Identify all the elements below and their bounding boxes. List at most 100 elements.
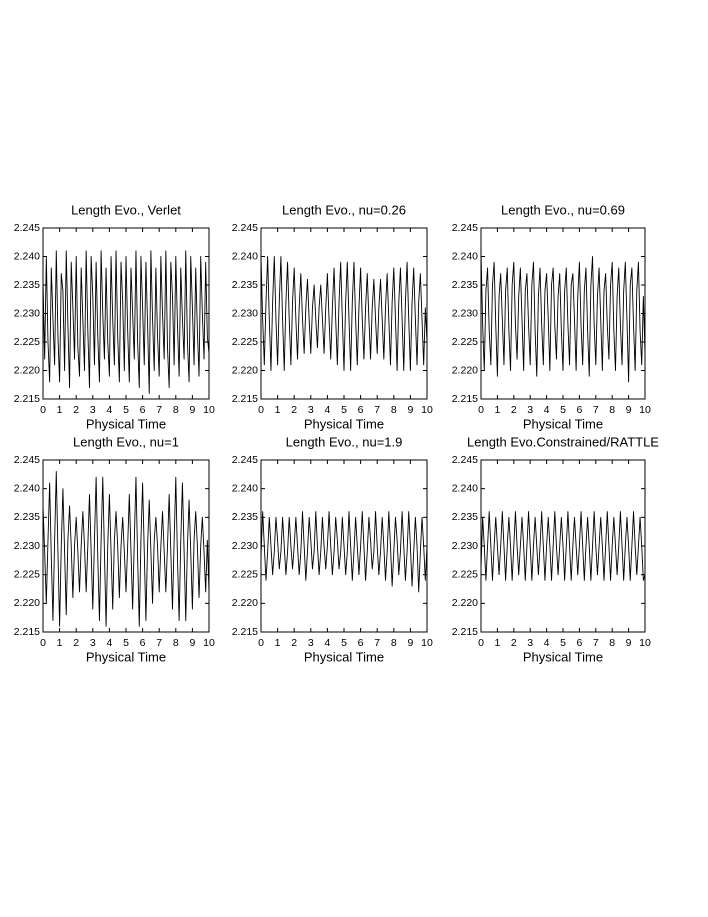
y-tick-label: 2.220 bbox=[452, 364, 478, 376]
x-tick-label: 4 bbox=[544, 637, 550, 649]
x-tick-label: 1 bbox=[275, 637, 281, 649]
x-tick-label: 2 bbox=[511, 637, 517, 649]
x-tick-label: 9 bbox=[189, 404, 195, 416]
y-tick-label: 2.240 bbox=[232, 482, 258, 494]
data-line bbox=[480, 250, 646, 383]
x-tick-label: 7 bbox=[593, 404, 599, 416]
x-tick-label: 6 bbox=[358, 637, 364, 649]
x-tick-label: 2 bbox=[511, 404, 517, 416]
y-tick-label: 2.235 bbox=[232, 511, 258, 523]
y-tick-label: 2.225 bbox=[232, 336, 258, 348]
x-tick-label: 7 bbox=[593, 637, 599, 649]
data-line bbox=[260, 256, 428, 371]
x-tick-label: 3 bbox=[90, 637, 96, 649]
y-tick-label: 2.230 bbox=[232, 540, 258, 552]
chart-title: Length Evo., nu=0.69 bbox=[501, 202, 625, 217]
x-tick-label: 5 bbox=[560, 404, 566, 416]
y-tick-label: 2.215 bbox=[452, 393, 478, 405]
y-tick-label: 2.245 bbox=[14, 454, 40, 466]
y-tick-label: 2.220 bbox=[14, 364, 40, 376]
data-line bbox=[260, 511, 428, 593]
x-tick-label: 3 bbox=[527, 637, 533, 649]
y-tick-label: 2.215 bbox=[452, 626, 478, 638]
x-tick-label: 4 bbox=[324, 404, 330, 416]
x-tick-label: 3 bbox=[90, 404, 96, 416]
y-tick-label: 2.215 bbox=[232, 393, 258, 405]
x-tick-label: 8 bbox=[609, 404, 615, 416]
x-tick-label: 8 bbox=[173, 637, 179, 649]
x-tick-label: 10 bbox=[421, 404, 433, 416]
y-tick-label: 2.215 bbox=[232, 626, 258, 638]
y-tick-label: 2.230 bbox=[232, 307, 258, 319]
x-axis-label: Physical Time bbox=[86, 649, 166, 664]
y-tick-label: 2.240 bbox=[232, 250, 258, 262]
x-tick-label: 5 bbox=[560, 637, 566, 649]
x-tick-label: 7 bbox=[374, 404, 380, 416]
y-tick-label: 2.225 bbox=[14, 568, 40, 580]
x-axis-label: Physical Time bbox=[304, 649, 384, 664]
x-tick-label: 4 bbox=[106, 637, 112, 649]
y-tick-label: 2.220 bbox=[232, 364, 258, 376]
x-tick-label: 1 bbox=[494, 637, 500, 649]
chart-title: Length Evo.Constrained/RATTLE bbox=[467, 434, 659, 449]
x-tick-label: 0 bbox=[258, 637, 264, 649]
x-tick-label: 9 bbox=[189, 637, 195, 649]
x-tick-label: 6 bbox=[140, 404, 146, 416]
x-tick-label: 1 bbox=[275, 404, 281, 416]
x-tick-label: 10 bbox=[639, 637, 651, 649]
x-tick-label: 0 bbox=[478, 404, 484, 416]
y-tick-label: 2.245 bbox=[452, 454, 478, 466]
subplot: Length Evo., Verlet 2.215 2.220 2.225 2.230 2… bbox=[14, 202, 215, 431]
x-tick-label: 3 bbox=[308, 404, 314, 416]
y-tick-label: 2.225 bbox=[232, 568, 258, 580]
y-tick-label: 2.225 bbox=[452, 336, 478, 348]
x-tick-label: 8 bbox=[391, 637, 397, 649]
x-tick-label: 2 bbox=[73, 404, 79, 416]
x-tick-label: 10 bbox=[421, 637, 433, 649]
x-tick-label: 6 bbox=[576, 404, 582, 416]
chart-title: Length Evo., nu=0.26 bbox=[282, 202, 406, 217]
y-tick-label: 2.240 bbox=[452, 250, 478, 262]
y-tick-label: 2.245 bbox=[232, 222, 258, 234]
y-tick-label: 2.235 bbox=[232, 279, 258, 291]
x-tick-label: 3 bbox=[527, 404, 533, 416]
x-tick-label: 6 bbox=[576, 637, 582, 649]
y-tick-label: 2.235 bbox=[14, 279, 40, 291]
x-tick-label: 10 bbox=[639, 404, 651, 416]
x-tick-label: 9 bbox=[407, 637, 413, 649]
x-tick-label: 2 bbox=[291, 404, 297, 416]
x-tick-label: 4 bbox=[106, 404, 112, 416]
data-line bbox=[42, 471, 210, 627]
x-tick-label: 9 bbox=[407, 404, 413, 416]
x-tick-label: 9 bbox=[626, 637, 632, 649]
y-tick-label: 2.230 bbox=[14, 540, 40, 552]
x-axis-label: Physical Time bbox=[523, 416, 603, 431]
x-tick-label: 0 bbox=[478, 637, 484, 649]
x-tick-label: 1 bbox=[57, 404, 63, 416]
x-axis-label: Physical Time bbox=[86, 416, 166, 431]
x-tick-label: 8 bbox=[173, 404, 179, 416]
y-tick-label: 2.225 bbox=[452, 568, 478, 580]
x-tick-label: 7 bbox=[156, 404, 162, 416]
x-tick-label: 1 bbox=[494, 404, 500, 416]
x-tick-label: 0 bbox=[40, 637, 46, 649]
y-tick-label: 2.225 bbox=[14, 336, 40, 348]
y-tick-label: 2.220 bbox=[14, 597, 40, 609]
x-tick-label: 4 bbox=[324, 637, 330, 649]
subplot: Length Evo., nu=0.26 2.215 2.220 2.225 2.230… bbox=[232, 202, 433, 431]
y-tick-label: 2.230 bbox=[452, 540, 478, 552]
subplot: Length Evo., nu=1.9 2.215 2.220 2.225 2.230 2… bbox=[232, 434, 433, 664]
subplot: Length Evo., nu=0.69 2.215 2.220 2.225 2.230… bbox=[452, 202, 651, 431]
x-tick-label: 10 bbox=[203, 637, 215, 649]
x-axis-label: Physical Time bbox=[523, 649, 603, 664]
x-tick-label: 7 bbox=[374, 637, 380, 649]
x-tick-label: 4 bbox=[544, 404, 550, 416]
x-tick-label: 0 bbox=[258, 404, 264, 416]
x-tick-label: 8 bbox=[391, 404, 397, 416]
data-line bbox=[42, 250, 210, 394]
chart-title: Length Evo., Verlet bbox=[71, 202, 181, 217]
x-tick-label: 3 bbox=[308, 637, 314, 649]
y-tick-label: 2.215 bbox=[14, 393, 40, 405]
